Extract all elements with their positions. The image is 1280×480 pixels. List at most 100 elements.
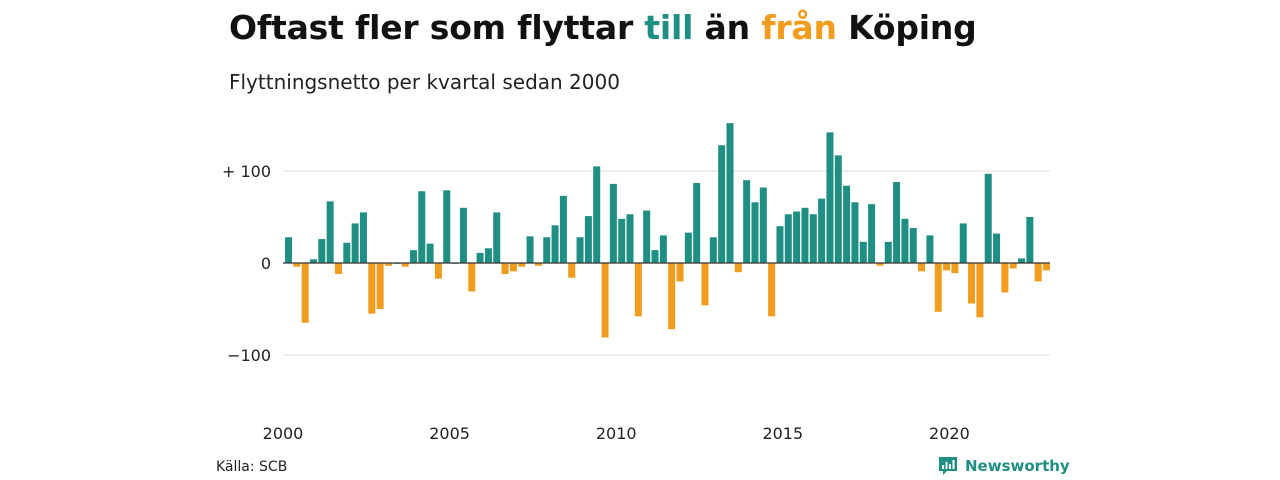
bar-positive — [693, 182, 701, 263]
bar-positive — [743, 180, 751, 263]
bar-positive — [1026, 217, 1034, 263]
bar-negative — [1043, 263, 1051, 271]
bar-positive — [643, 210, 651, 263]
bar-negative — [293, 263, 301, 267]
bar-positive — [526, 236, 534, 263]
bar-positive — [626, 214, 634, 263]
bar-negative — [768, 263, 776, 317]
bar-positive — [1018, 258, 1026, 263]
bar-negative — [376, 263, 384, 309]
bar-positive — [759, 187, 767, 263]
y-tick-label: + 100 — [222, 162, 271, 181]
bar-positive — [843, 185, 851, 263]
bar-positive — [868, 204, 876, 263]
bar-positive — [684, 232, 692, 263]
bar-negative — [1034, 263, 1042, 282]
bar-positive — [426, 243, 434, 263]
x-tick-label: 2000 — [263, 424, 304, 443]
bar-negative — [368, 263, 376, 314]
bar-positive — [793, 211, 801, 263]
bar-positive — [751, 202, 759, 263]
bar-positive — [959, 223, 967, 263]
bar-positive — [543, 237, 551, 263]
bar-negative — [601, 263, 609, 338]
bar-negative — [384, 263, 392, 266]
bar-positive — [559, 195, 567, 263]
bar-positive — [651, 250, 659, 263]
bar-positive — [859, 241, 867, 263]
bar-positive — [609, 183, 617, 263]
bar-negative — [1009, 263, 1017, 269]
bar-positive — [409, 250, 417, 263]
bar-positive — [593, 166, 601, 263]
y-tick-label: −100 — [227, 346, 271, 365]
bar-positive — [493, 212, 501, 263]
bar-positive — [285, 237, 292, 263]
bar-negative — [568, 263, 576, 278]
bar-positive — [309, 259, 317, 263]
bar-positive — [801, 207, 809, 263]
bar-positive — [818, 198, 826, 263]
title-part: Oftast fler som flyttar — [229, 8, 645, 47]
x-tick-label: 2015 — [762, 424, 803, 443]
bar-positive — [826, 132, 834, 263]
bar-negative — [734, 263, 742, 273]
bar-positive — [359, 212, 367, 263]
bar-positive — [993, 233, 1001, 263]
bar-negative — [518, 263, 526, 267]
bar-negative — [918, 263, 926, 272]
bar-negative — [509, 263, 517, 272]
bar-negative — [534, 263, 542, 266]
bar-positive — [809, 214, 817, 263]
bar-negative — [401, 263, 409, 267]
bar-positive — [318, 239, 326, 263]
bar-positive — [443, 190, 451, 263]
bar-positive — [851, 202, 859, 263]
y-tick-label: 0 — [261, 254, 271, 273]
bar-negative — [943, 263, 951, 271]
bar-negative — [968, 263, 976, 304]
bar-positive — [726, 123, 734, 263]
bar-positive — [476, 252, 484, 263]
bar-negative — [468, 263, 476, 292]
brand-logo: Newsworthy — [938, 456, 1070, 476]
bar-negative — [676, 263, 684, 282]
chart-subtitle: Flyttningsnetto per kvartal sedan 2000 — [229, 70, 620, 94]
bar-negative — [301, 263, 309, 323]
bar-negative — [701, 263, 709, 306]
bar-positive — [351, 223, 359, 263]
bar-positive — [418, 191, 426, 263]
bar-negative — [334, 263, 342, 275]
bar-positive — [926, 235, 934, 263]
bar-positive — [484, 248, 492, 263]
bar-positive — [984, 173, 992, 263]
bar-positive — [659, 235, 667, 263]
newsworthy-logo-icon — [939, 457, 957, 475]
x-tick-label: 2020 — [929, 424, 970, 443]
bar-positive — [901, 218, 909, 263]
title-word-till: till — [644, 8, 694, 47]
bar-positive — [893, 182, 901, 263]
bar-negative — [668, 263, 676, 330]
bar-negative — [501, 263, 509, 275]
bar-positive — [776, 226, 784, 263]
chart-title: Oftast fler som flyttar till än från Köp… — [229, 8, 977, 47]
bar-negative — [634, 263, 642, 317]
title-part: än — [693, 8, 762, 47]
bar-positive — [909, 228, 917, 263]
title-word-fran: från — [761, 8, 837, 47]
title-part: Köping — [836, 8, 977, 47]
x-tick-label: 2005 — [429, 424, 470, 443]
bar-positive — [618, 218, 626, 263]
bar-positive — [326, 201, 334, 263]
bar-negative — [876, 263, 884, 266]
bar-positive — [709, 237, 717, 263]
x-tick-label: 2010 — [596, 424, 637, 443]
bar-negative — [434, 263, 442, 279]
bar-positive — [584, 216, 592, 263]
bar-negative — [976, 263, 984, 318]
bar-positive — [576, 237, 584, 263]
bar-positive — [551, 225, 559, 263]
brand-name: Newsworthy — [965, 457, 1070, 475]
bar-positive — [834, 155, 842, 263]
